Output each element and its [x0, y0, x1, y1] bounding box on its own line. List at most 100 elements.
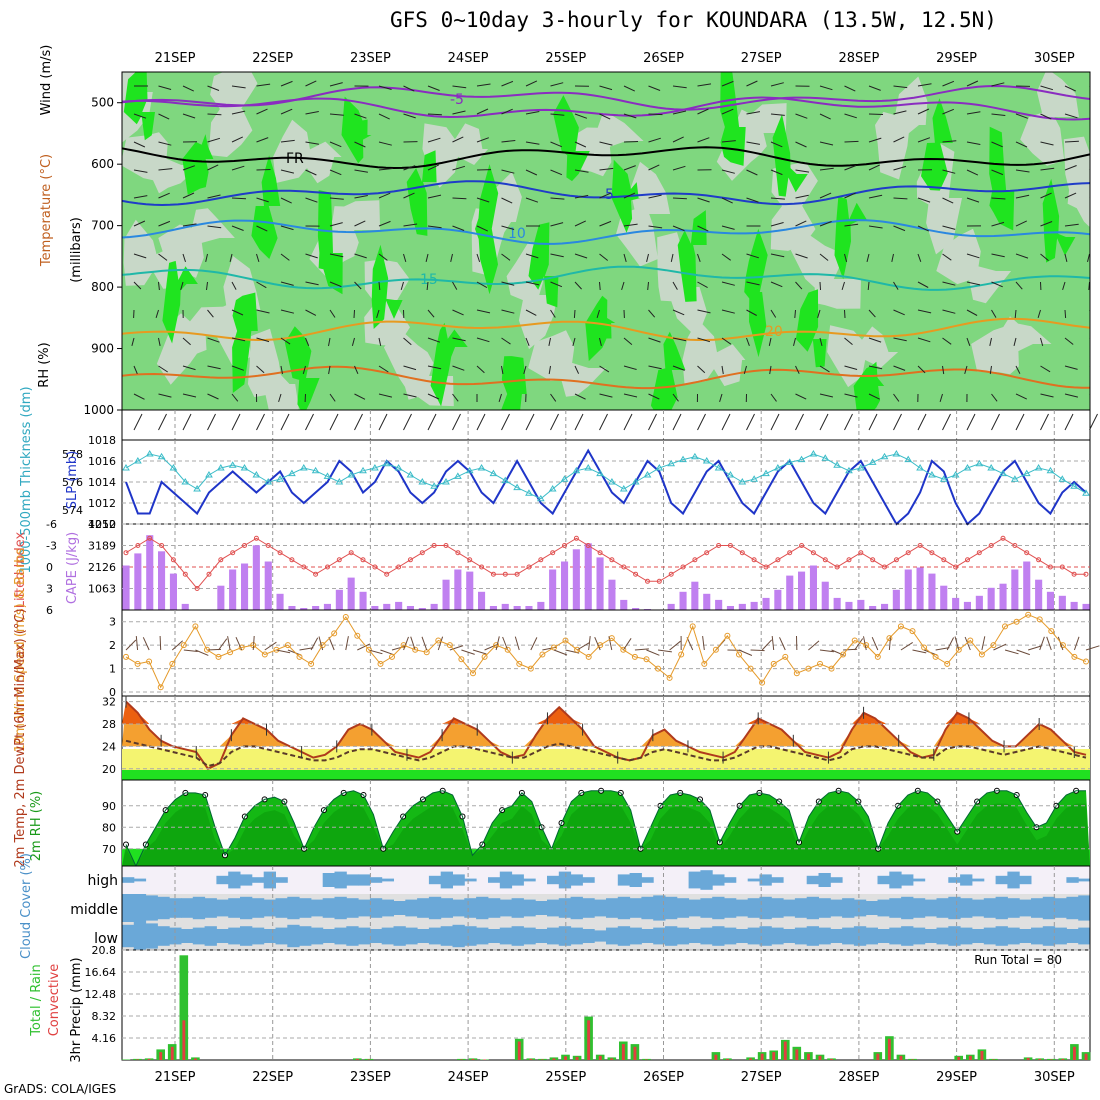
temp-band-green [122, 770, 1090, 780]
wind-barb [525, 197, 539, 203]
wind-barb [844, 309, 846, 319]
wind10m-barb [576, 642, 590, 651]
temperature-contour [122, 180, 1090, 207]
date-label-bottom: 24SEP [448, 1070, 489, 1085]
cloud-middle-bar [901, 896, 914, 920]
li-marker [751, 557, 757, 563]
wind-barb [672, 309, 685, 316]
wind10m-marker [1071, 653, 1078, 660]
cape-bar [478, 591, 486, 610]
cloud-high-bar [547, 875, 560, 885]
wind-barb [1040, 337, 1044, 347]
date-label-bottom: 21SEP [155, 1070, 196, 1085]
date-label-top: 30SEP [1034, 51, 1075, 66]
precip-convective-bar [957, 1056, 961, 1060]
cape-bar [181, 603, 189, 610]
li-marker [763, 564, 769, 570]
wind-barb [942, 413, 951, 431]
wind10m-barb [634, 648, 649, 651]
cloud-middle-bar [464, 898, 477, 918]
wind-barb [697, 225, 709, 232]
wind-barb [231, 365, 244, 371]
wind-barb [452, 165, 466, 171]
li-marker [384, 571, 390, 577]
wind-barb [572, 337, 576, 347]
cloud-high-bar [428, 875, 442, 885]
wind-barb [844, 113, 857, 119]
cape-bar [750, 601, 758, 610]
precip-convective-bar [980, 1051, 984, 1060]
wind-barb [256, 281, 267, 289]
cloud-low-bar [582, 929, 595, 943]
wind-barb [403, 413, 412, 431]
cloud-low-bar [617, 926, 631, 946]
cloud-low-bar [346, 926, 359, 946]
cloud-high-bar [275, 877, 288, 883]
wind-barb [648, 164, 660, 171]
wind-barb [280, 169, 295, 174]
thickness-marker [548, 485, 557, 492]
cloud-middle-bar [1078, 895, 1091, 921]
wind-barb [133, 281, 142, 290]
cloud-high-bar [889, 871, 902, 889]
wind-barb [452, 337, 466, 342]
temperature-contour [122, 146, 1090, 170]
wind-barb [1015, 169, 1030, 173]
wind-barb [231, 337, 246, 342]
cloud-high-bar [818, 873, 831, 887]
wind-barb [182, 365, 196, 371]
wind-barb [476, 337, 490, 343]
date-label-bottom: 22SEP [252, 1070, 293, 1085]
cape-bar [857, 599, 865, 610]
wind-barb [966, 413, 976, 431]
precip-convective-bar [992, 1059, 995, 1060]
wind-barb [133, 413, 143, 431]
wind10m-marker [574, 646, 581, 653]
wind10m-marker [539, 651, 546, 658]
cape-bar [241, 563, 249, 610]
cloud-low-bar [901, 926, 914, 946]
wind-barb [574, 113, 588, 119]
wind-barb [721, 197, 733, 204]
wind10m-marker [678, 651, 685, 658]
rh-moist-region [317, 190, 343, 295]
precip-convective-bar [147, 1058, 151, 1060]
li-marker [834, 564, 840, 570]
wind-barb [133, 113, 147, 119]
wind-barb [770, 113, 785, 116]
wind-barb [328, 365, 331, 375]
cloud-high-bar [995, 875, 1008, 885]
precip-total-bar [989, 1058, 998, 1060]
wind-barb [427, 337, 441, 343]
thickness-marker [975, 459, 984, 467]
wind-barb [795, 413, 804, 431]
cloud-high-bar [558, 871, 572, 889]
rh2m-tick-label: 80 [102, 821, 116, 834]
thickness-marker [169, 464, 178, 471]
wind-barb [1064, 393, 1079, 398]
wind10m-barb [819, 649, 834, 653]
cape-bar [715, 599, 723, 610]
wind-barb [795, 253, 808, 259]
temperature-contour [122, 365, 1090, 390]
cloud-low-bar [452, 924, 465, 948]
temperature-contour [122, 96, 1090, 121]
cloud-low-bar [263, 929, 276, 943]
contour-label: FR [286, 151, 304, 167]
wind-barb [403, 85, 415, 92]
wind-barb [746, 80, 758, 87]
cape-bar [264, 561, 272, 610]
wind-barb [403, 337, 412, 346]
wind-barb [256, 253, 260, 263]
wind10m-barb [1039, 636, 1045, 651]
wind-barb [1064, 337, 1074, 345]
rh-moist-region [162, 260, 198, 344]
wind-barb [1088, 281, 1090, 291]
cloud-low-bar [464, 926, 477, 946]
cape-bar [371, 606, 379, 610]
wind-barb [403, 253, 407, 263]
cape-bar [1046, 591, 1054, 610]
wind-barb [721, 365, 724, 375]
cloud-high-bar [641, 877, 654, 883]
cloud-low-bar [358, 927, 371, 945]
